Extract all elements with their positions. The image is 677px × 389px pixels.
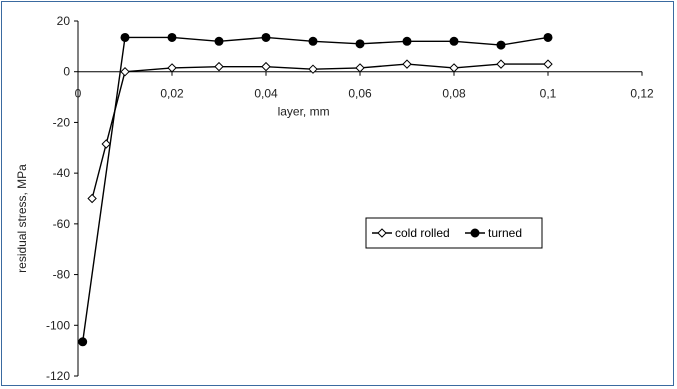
legend-label-cold-rolled: cold rolled: [395, 226, 450, 240]
data-point-cold-rolled: [167, 63, 177, 73]
data-point-turned: [308, 36, 318, 46]
x-axis-title: layer, mm: [278, 105, 330, 119]
series-layer: [78, 32, 553, 347]
series-turned: [78, 32, 553, 347]
data-point-cold-rolled: [120, 67, 130, 77]
x-tick-label: 0,08: [442, 87, 466, 101]
data-point-cold-rolled: [101, 139, 111, 149]
data-point-turned: [78, 337, 88, 347]
data-point-cold-rolled: [87, 193, 97, 204]
legend-marker-cold-rolled: [377, 228, 387, 238]
data-point-turned: [355, 39, 365, 49]
data-point-cold-rolled: [449, 63, 459, 73]
series-cold-rolled: [87, 59, 553, 204]
data-point-turned: [261, 32, 271, 42]
x-tick-label: 0,04: [254, 87, 278, 101]
y-axis-title: residual stress, MPa: [15, 164, 29, 273]
data-point-cold-rolled: [496, 59, 506, 69]
data-point-cold-rolled: [355, 63, 365, 73]
legend-marker-turned: [470, 228, 480, 238]
data-point-turned: [214, 36, 224, 46]
data-point-cold-rolled: [402, 59, 412, 69]
data-point-turned: [167, 32, 177, 42]
y-tick-label: -20: [53, 115, 71, 129]
data-point-cold-rolled: [214, 61, 224, 72]
data-point-turned: [120, 32, 130, 42]
y-tick-label: -60: [53, 217, 71, 231]
data-point-turned: [496, 40, 506, 50]
x-tick-label: 0,12: [630, 87, 654, 101]
legend-label-turned: turned: [488, 226, 522, 240]
legend-box: [365, 217, 543, 249]
y-tick-label: -80: [53, 268, 71, 282]
data-point-turned: [402, 36, 412, 46]
axes: 20 0 -20 -40 -60 -80 -100 -120 0 0,02 0,04 0,06 0,08…: [46, 14, 654, 383]
y-tick-label: 0: [63, 65, 70, 79]
data-point-cold-rolled: [261, 61, 271, 72]
x-tick-label: 0,1: [540, 87, 557, 101]
y-tick-label: -120: [46, 369, 70, 383]
x-tick-label: 0: [75, 87, 82, 101]
data-point-turned: [449, 36, 459, 46]
data-point-turned: [543, 32, 553, 42]
data-point-cold-rolled: [308, 64, 318, 74]
y-tick-label: 20: [57, 14, 71, 28]
y-tick-label: -100: [46, 318, 70, 332]
legend: cold rolled turned: [365, 217, 543, 249]
data-point-cold-rolled: [543, 59, 553, 69]
x-tick-label: 0,02: [160, 87, 184, 101]
series-line-cold-rolled: [91, 63, 548, 199]
x-tick-label: 0,06: [348, 87, 372, 101]
y-tick-label: -40: [53, 166, 71, 180]
series-line-turned: [82, 36, 549, 342]
